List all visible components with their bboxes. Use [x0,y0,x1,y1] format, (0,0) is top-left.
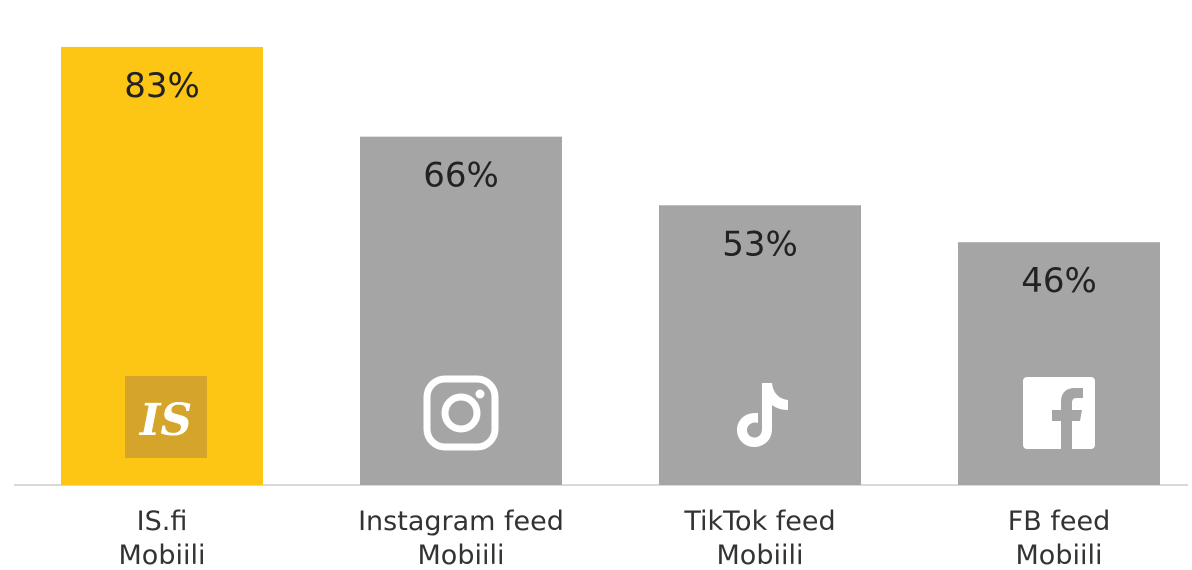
is-logo-text: IS [138,395,192,446]
category-label-line2: Mobiili [717,540,804,570]
category-label-line1: IS.fi [137,506,188,537]
bar-value-label: 83% [124,66,200,106]
category-label-line2: Mobiili [418,540,505,570]
icons-group: IS [125,375,1095,458]
is-logo-icon: IS [125,376,207,458]
category-label-line2: Mobiili [119,540,206,570]
bar-value-label: 46% [1021,261,1097,301]
category-label-line1: TikTok feed [683,506,835,537]
instagram-icon [423,375,499,451]
bar-value-label: 66% [423,156,499,196]
category-label-line2: Mobiili [1016,540,1103,570]
category-label-line1: Instagram feed [358,506,564,537]
category-label-line1: FB feed [1008,506,1111,537]
tiktok-icon [737,383,788,447]
bars-group [61,46,1160,485]
bar-value-label: 53% [722,224,798,264]
facebook-icon [1023,377,1095,449]
value-labels-group: 83% 66% 53% 46% [124,66,1097,301]
